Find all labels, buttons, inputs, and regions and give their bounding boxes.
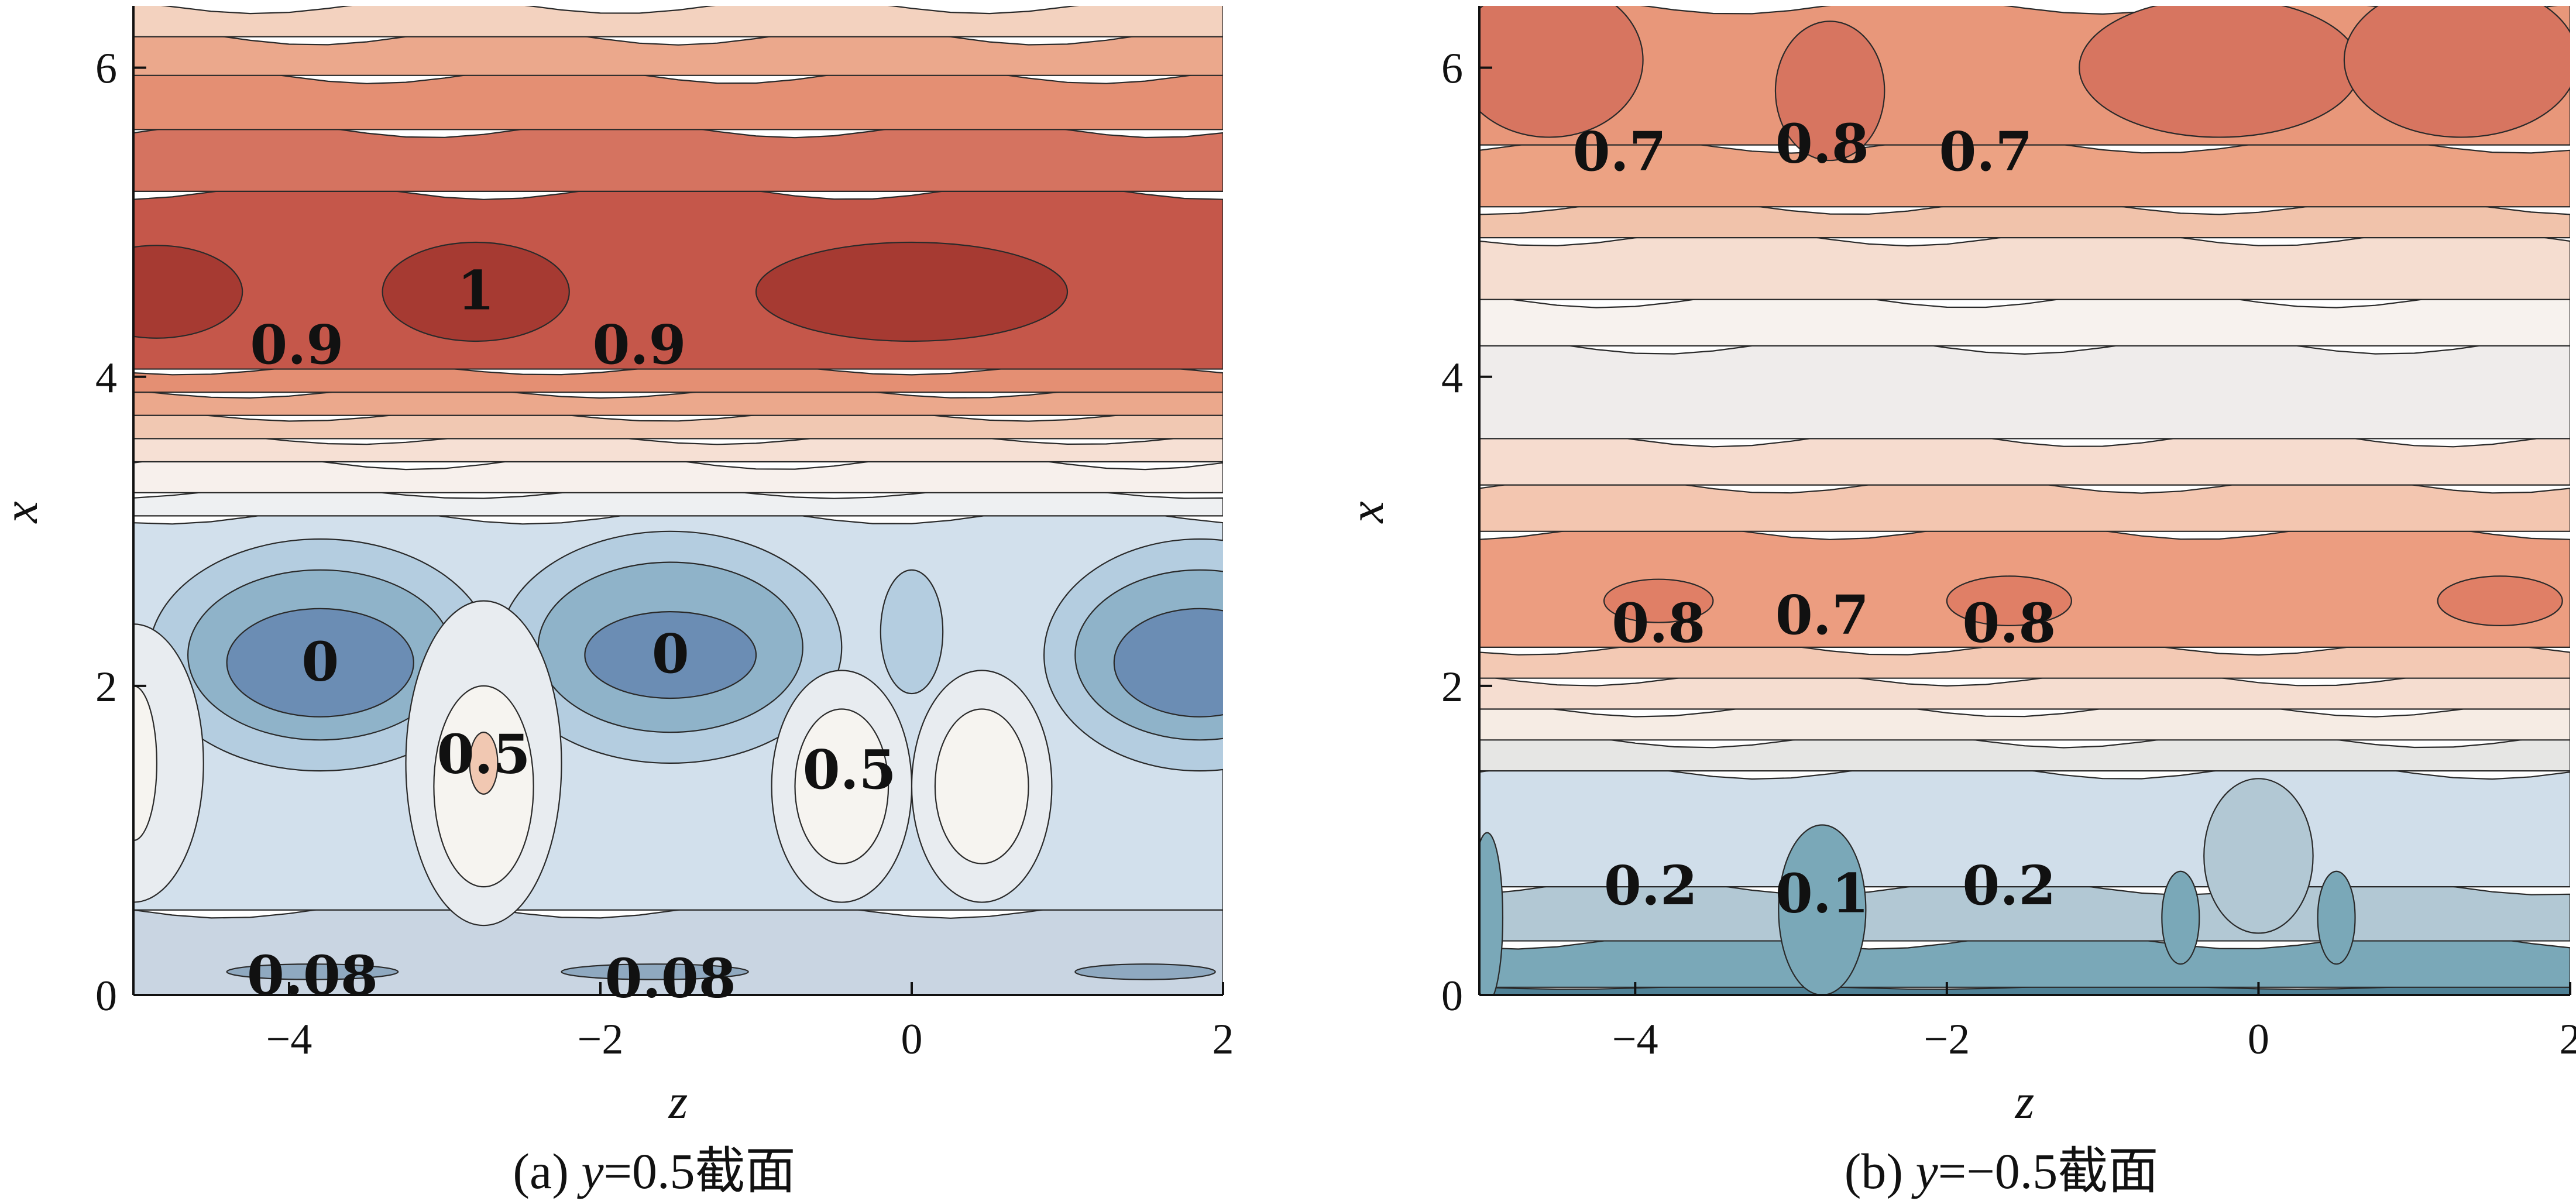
contour-label: 0.8 xyxy=(1775,112,1869,176)
y-tick-label: 6 xyxy=(1441,45,1463,93)
contour-label: 0.8 xyxy=(1612,591,1705,654)
contour-band xyxy=(1479,228,2570,300)
contour-island xyxy=(755,241,1069,342)
x-tick-label: 2 xyxy=(2560,1015,2576,1063)
contour-island xyxy=(561,963,749,980)
contour-label: 0.8 xyxy=(1962,591,2056,654)
contour-island xyxy=(1479,832,1504,995)
contour-island xyxy=(1946,575,2072,626)
contour-island xyxy=(934,708,1029,864)
y-tick-label: 4 xyxy=(1441,354,1463,402)
x-tick-label: 2 xyxy=(1213,1015,1234,1063)
y-axis-label: x xyxy=(1339,501,1394,524)
contour-band xyxy=(133,28,1223,76)
caption-part: y xyxy=(1911,1143,1939,1199)
contour-label: 0.1 xyxy=(1775,862,1869,925)
contour-island xyxy=(1479,6,1644,138)
contour-island xyxy=(2203,778,2314,934)
contour-band xyxy=(133,6,1223,37)
contour-band xyxy=(1479,701,2570,741)
contour-island xyxy=(226,608,414,718)
y-axis-label: x xyxy=(0,501,48,524)
panel-caption: (a) y=0.5截面 xyxy=(513,1143,795,1199)
contour-label: 0.5 xyxy=(437,723,530,786)
contour-label: 0.7 xyxy=(1573,120,1667,183)
contour-island xyxy=(2343,6,2570,138)
contour-band xyxy=(1479,337,2570,440)
contour-label: 0.5 xyxy=(803,738,897,801)
y-tick-label: 0 xyxy=(1441,972,1463,1020)
x-tick-label: −2 xyxy=(1924,1015,1970,1063)
contour-island xyxy=(1074,963,1216,980)
contour-island xyxy=(226,963,399,980)
contour-island xyxy=(584,611,757,699)
x-tick-label: 0 xyxy=(901,1015,923,1063)
panel-caption: (b) y=−0.5截面 xyxy=(1845,1143,2158,1199)
y-tick-label: 2 xyxy=(1441,663,1463,711)
x-tick-label: −4 xyxy=(1612,1015,1658,1063)
contour-island xyxy=(1113,608,1223,718)
contour-band xyxy=(133,409,1223,440)
contour-island xyxy=(1778,824,1867,995)
panel-b: 0.7 0.8 0.7 0.8 0.7 0.8 0.2 0.1 0.2 −4 −2 0 2 0 2 4 6 z x (… xyxy=(1339,6,2576,1199)
contour-island xyxy=(382,241,570,342)
x-tick-label: −2 xyxy=(578,1015,624,1063)
contour-island xyxy=(1603,578,1714,623)
contour-island xyxy=(794,708,889,864)
contour-plot-area xyxy=(1479,6,2570,995)
contour-band xyxy=(133,121,1223,192)
y-tick-label: 0 xyxy=(95,972,117,1020)
contour-island xyxy=(133,245,243,339)
contour-label: 0.9 xyxy=(250,313,344,376)
panel-a: 1 0.9 0.9 0 0 0.5 0.5 0.08 0.08 −4 −2 0 2 0 2 4 6 z x (a) y… xyxy=(0,6,1234,1199)
y-tick-label: 2 xyxy=(95,663,117,711)
contour-island xyxy=(2079,6,2361,138)
contour-island xyxy=(880,569,944,695)
contour-island xyxy=(2437,575,2563,626)
y-tick-label: 6 xyxy=(95,45,117,93)
contour-label: 1 xyxy=(457,259,494,322)
contour-label: 0.2 xyxy=(1604,854,1698,917)
contour-label: 0.2 xyxy=(1962,854,2056,917)
contour-label: 0.08 xyxy=(247,943,378,1007)
x-axis-label: z xyxy=(2015,1075,2035,1129)
caption-part: y xyxy=(576,1143,604,1199)
contour-band xyxy=(133,66,1223,131)
caption-part: =0.5截面 xyxy=(604,1143,796,1199)
caption-part: (a) xyxy=(513,1143,581,1199)
contour-island xyxy=(1774,20,1885,162)
caption-part: =−0.5截面 xyxy=(1938,1143,2159,1199)
contour-island xyxy=(2161,870,2200,965)
x-axis-label: z xyxy=(668,1075,688,1129)
x-tick-label: −4 xyxy=(266,1015,312,1063)
contour-label: 0 xyxy=(652,622,689,685)
contour-island xyxy=(469,731,499,795)
contour-label: 0.9 xyxy=(592,313,686,376)
x-tick-label: 0 xyxy=(2248,1015,2269,1063)
contour-plot-area xyxy=(133,6,1223,995)
y-tick-label: 4 xyxy=(95,354,117,402)
contour-label: 0.7 xyxy=(1939,120,2032,183)
contour-label: 0.08 xyxy=(605,947,736,1010)
contour-island xyxy=(2317,870,2356,965)
contour-label: 0 xyxy=(301,630,339,693)
contour-island xyxy=(133,623,204,903)
contour-label: 0.7 xyxy=(1775,584,1869,647)
caption-part: (b) xyxy=(1845,1143,1916,1199)
